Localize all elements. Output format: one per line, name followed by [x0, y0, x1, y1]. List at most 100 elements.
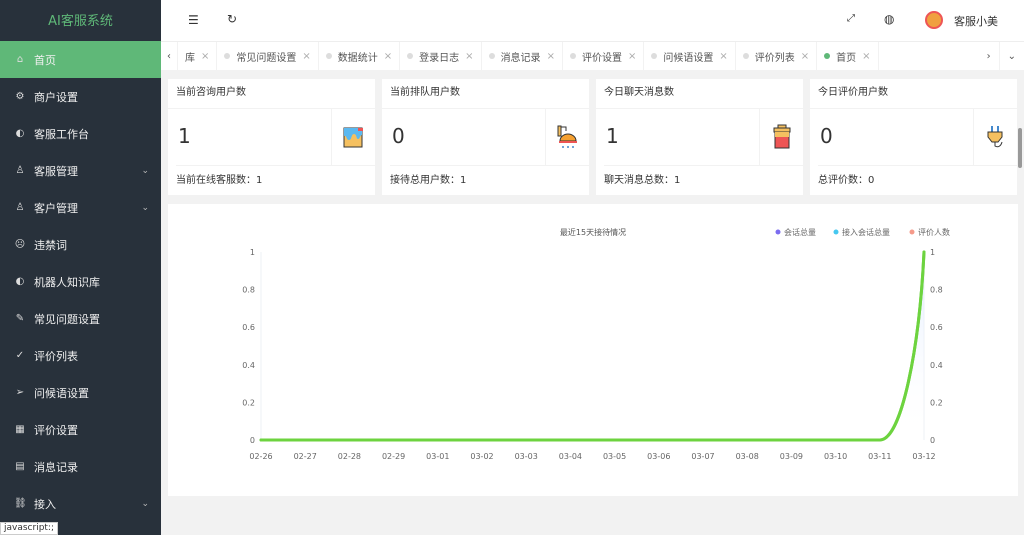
close-icon[interactable]: × — [800, 50, 810, 62]
close-icon[interactable]: × — [627, 50, 637, 62]
sidebar-item-label: 常见问题设置 — [34, 312, 100, 326]
y-tick-label: 0.4 — [242, 361, 255, 370]
y-tick-label-right: 0.8 — [930, 286, 943, 295]
refresh-icon[interactable]: ↻ — [227, 12, 238, 26]
paint-bucket-icon — [331, 109, 375, 165]
tab[interactable]: 库 × — [178, 41, 218, 71]
header: ☰ ↻ ⤢ ◍ 客服小美 — [161, 0, 1024, 41]
sidebar-item-label: 问候语设置 — [34, 386, 89, 400]
sidebar-item[interactable]: ⌂ 首页 — [0, 41, 161, 78]
stat-card: 今日聊天消息数 1 聊天消息总数：1 — [596, 79, 803, 195]
tab-dot — [824, 53, 831, 59]
close-icon[interactable]: × — [465, 50, 474, 62]
y-tick-label-right: 1 — [930, 248, 935, 257]
tab-label: 消息记录 — [500, 52, 541, 64]
tab[interactable]: 数据统计 × — [319, 41, 401, 71]
tabs-dropdown-button[interactable]: ⌄ — [1007, 50, 1016, 62]
link-icon: ⛓ — [14, 498, 27, 509]
sidebar-item[interactable]: ♙ 客户管理 ⌄ — [0, 189, 161, 226]
tab-dot — [325, 53, 332, 59]
series-area — [261, 252, 924, 440]
tab-dot — [407, 53, 414, 59]
y-tick-label-right: 0.6 — [930, 323, 943, 332]
card-title: 今日聊天消息数 — [596, 79, 803, 109]
tab[interactable]: 消息记录 × — [482, 41, 563, 71]
tab[interactable]: 问候语设置 × — [644, 41, 736, 71]
y-tick-label: 0.8 — [242, 286, 255, 295]
close-icon[interactable]: × — [546, 50, 555, 62]
sidebar-item[interactable]: ◐ 机器人知识库 — [0, 263, 161, 300]
y-tick-label-right: 0.2 — [930, 398, 943, 407]
y-tick-label: 1 — [250, 248, 255, 257]
edit-icon: ✎ — [15, 313, 25, 324]
gear-icon: ⚙ — [15, 91, 25, 102]
tab-label: 登录日志 — [419, 52, 460, 64]
avatar[interactable] — [925, 11, 943, 29]
sidebar-item-label: 客服管理 — [34, 164, 78, 178]
close-icon[interactable]: × — [383, 50, 393, 62]
legend-marker — [909, 229, 915, 235]
fullscreen-icon[interactable]: ⤢ — [847, 13, 855, 24]
sidebar-item-label: 消息记录 — [34, 460, 78, 474]
x-tick-label: 02-27 — [294, 452, 317, 461]
status-bar: javascript:; — [0, 522, 59, 535]
trash-icon — [759, 109, 803, 165]
card-value: 1 — [178, 124, 191, 148]
menu-fold-icon[interactable]: ☰ — [188, 13, 199, 27]
tab-label: 数据统计 — [337, 52, 378, 64]
tab[interactable]: 常见问题设置 × — [217, 41, 319, 71]
tab-dot — [224, 53, 231, 59]
y-tick-label-right: 0.4 — [930, 361, 943, 370]
close-icon[interactable]: × — [862, 50, 871, 62]
x-tick-label: 03-02 — [470, 452, 493, 461]
card-title: 当前排队用户数 — [382, 79, 589, 109]
card-footer: 接待总用户数：1 — [390, 165, 589, 195]
sidebar-item[interactable]: ➢ 问候语设置 — [0, 374, 161, 411]
sidebar-item[interactable]: ⛓ 接入 ⌄ — [0, 485, 161, 522]
close-icon[interactable]: × — [302, 50, 311, 62]
legend-marker — [775, 229, 781, 235]
calendar-icon: ▦ — [15, 424, 25, 435]
line-chart: 最近15天接待情况 会话总量 接入会话总量 评价人数 0 0 0.2 0.2 0.4 0.4 0.6… — [242, 227, 950, 461]
sidebar-item-label: 违禁词 — [34, 238, 67, 252]
close-icon[interactable]: × — [719, 50, 728, 62]
tab[interactable]: 首页 × — [817, 41, 879, 71]
x-tick-label: 03-03 — [515, 452, 538, 461]
tab-label: 评价列表 — [754, 52, 795, 64]
sidebar-item[interactable]: ☹ 违禁词 — [0, 226, 161, 263]
tabs-prev-button[interactable]: ‹ — [161, 41, 178, 71]
tab[interactable]: 评价设置 × — [563, 41, 645, 71]
sidebar-item[interactable]: ✎ 常见问题设置 — [0, 300, 161, 337]
users-icon: ♙ — [15, 202, 25, 213]
chevron-down-icon: ⌄ — [141, 202, 149, 213]
sidebar-item[interactable]: ♙ 客服管理 ⌄ — [0, 152, 161, 189]
card-value: 1 — [606, 124, 619, 148]
sidebar-item[interactable]: ▤ 消息记录 — [0, 448, 161, 485]
sidebar: AI客服系统 ⌂ 首页 ⚙ 商户设置 ◐ 客服工作台 ♙ 客服管理 ⌄ ♙ 客户管理 ⌄ ☹ 违禁词 ◐ 机器… — [0, 0, 161, 522]
sidebar-item-label: 客户管理 — [34, 201, 78, 215]
tab-dot — [488, 53, 495, 59]
sidebar-item[interactable]: ◐ 客服工作台 — [0, 115, 161, 152]
x-tick-label: 03-07 — [691, 452, 714, 461]
legend-marker — [833, 229, 839, 235]
user-name[interactable]: 客服小美 — [954, 15, 998, 28]
card-value: 0 — [392, 124, 405, 148]
x-tick-label: 03-04 — [559, 452, 582, 461]
x-tick-label: 03-08 — [736, 452, 759, 461]
sidebar-item[interactable]: ▦ 评价设置 — [0, 411, 161, 448]
tab[interactable]: 评价列表 × — [736, 41, 818, 71]
user-icon: ♙ — [15, 165, 25, 176]
tab[interactable]: 登录日志 × — [400, 41, 482, 71]
legend-label: 接入会话总量 — [842, 227, 890, 237]
sidebar-item[interactable]: ⚙ 商户设置 — [0, 78, 161, 115]
tabs-next-button[interactable]: › — [979, 41, 1000, 71]
y-tick-label: 0.2 — [242, 398, 255, 407]
headset-icon: ◐ — [15, 276, 25, 287]
sidebar-item[interactable]: ✓ 评价列表 — [0, 337, 161, 374]
tab-label: 库 — [185, 52, 195, 64]
sidebar-item-label: 客服工作台 — [34, 127, 89, 141]
close-icon[interactable]: × — [201, 50, 210, 62]
scrollbar[interactable] — [1018, 128, 1022, 168]
globe-icon[interactable]: ◍ — [884, 12, 895, 26]
sidebar-item-label: 首页 — [34, 53, 56, 67]
